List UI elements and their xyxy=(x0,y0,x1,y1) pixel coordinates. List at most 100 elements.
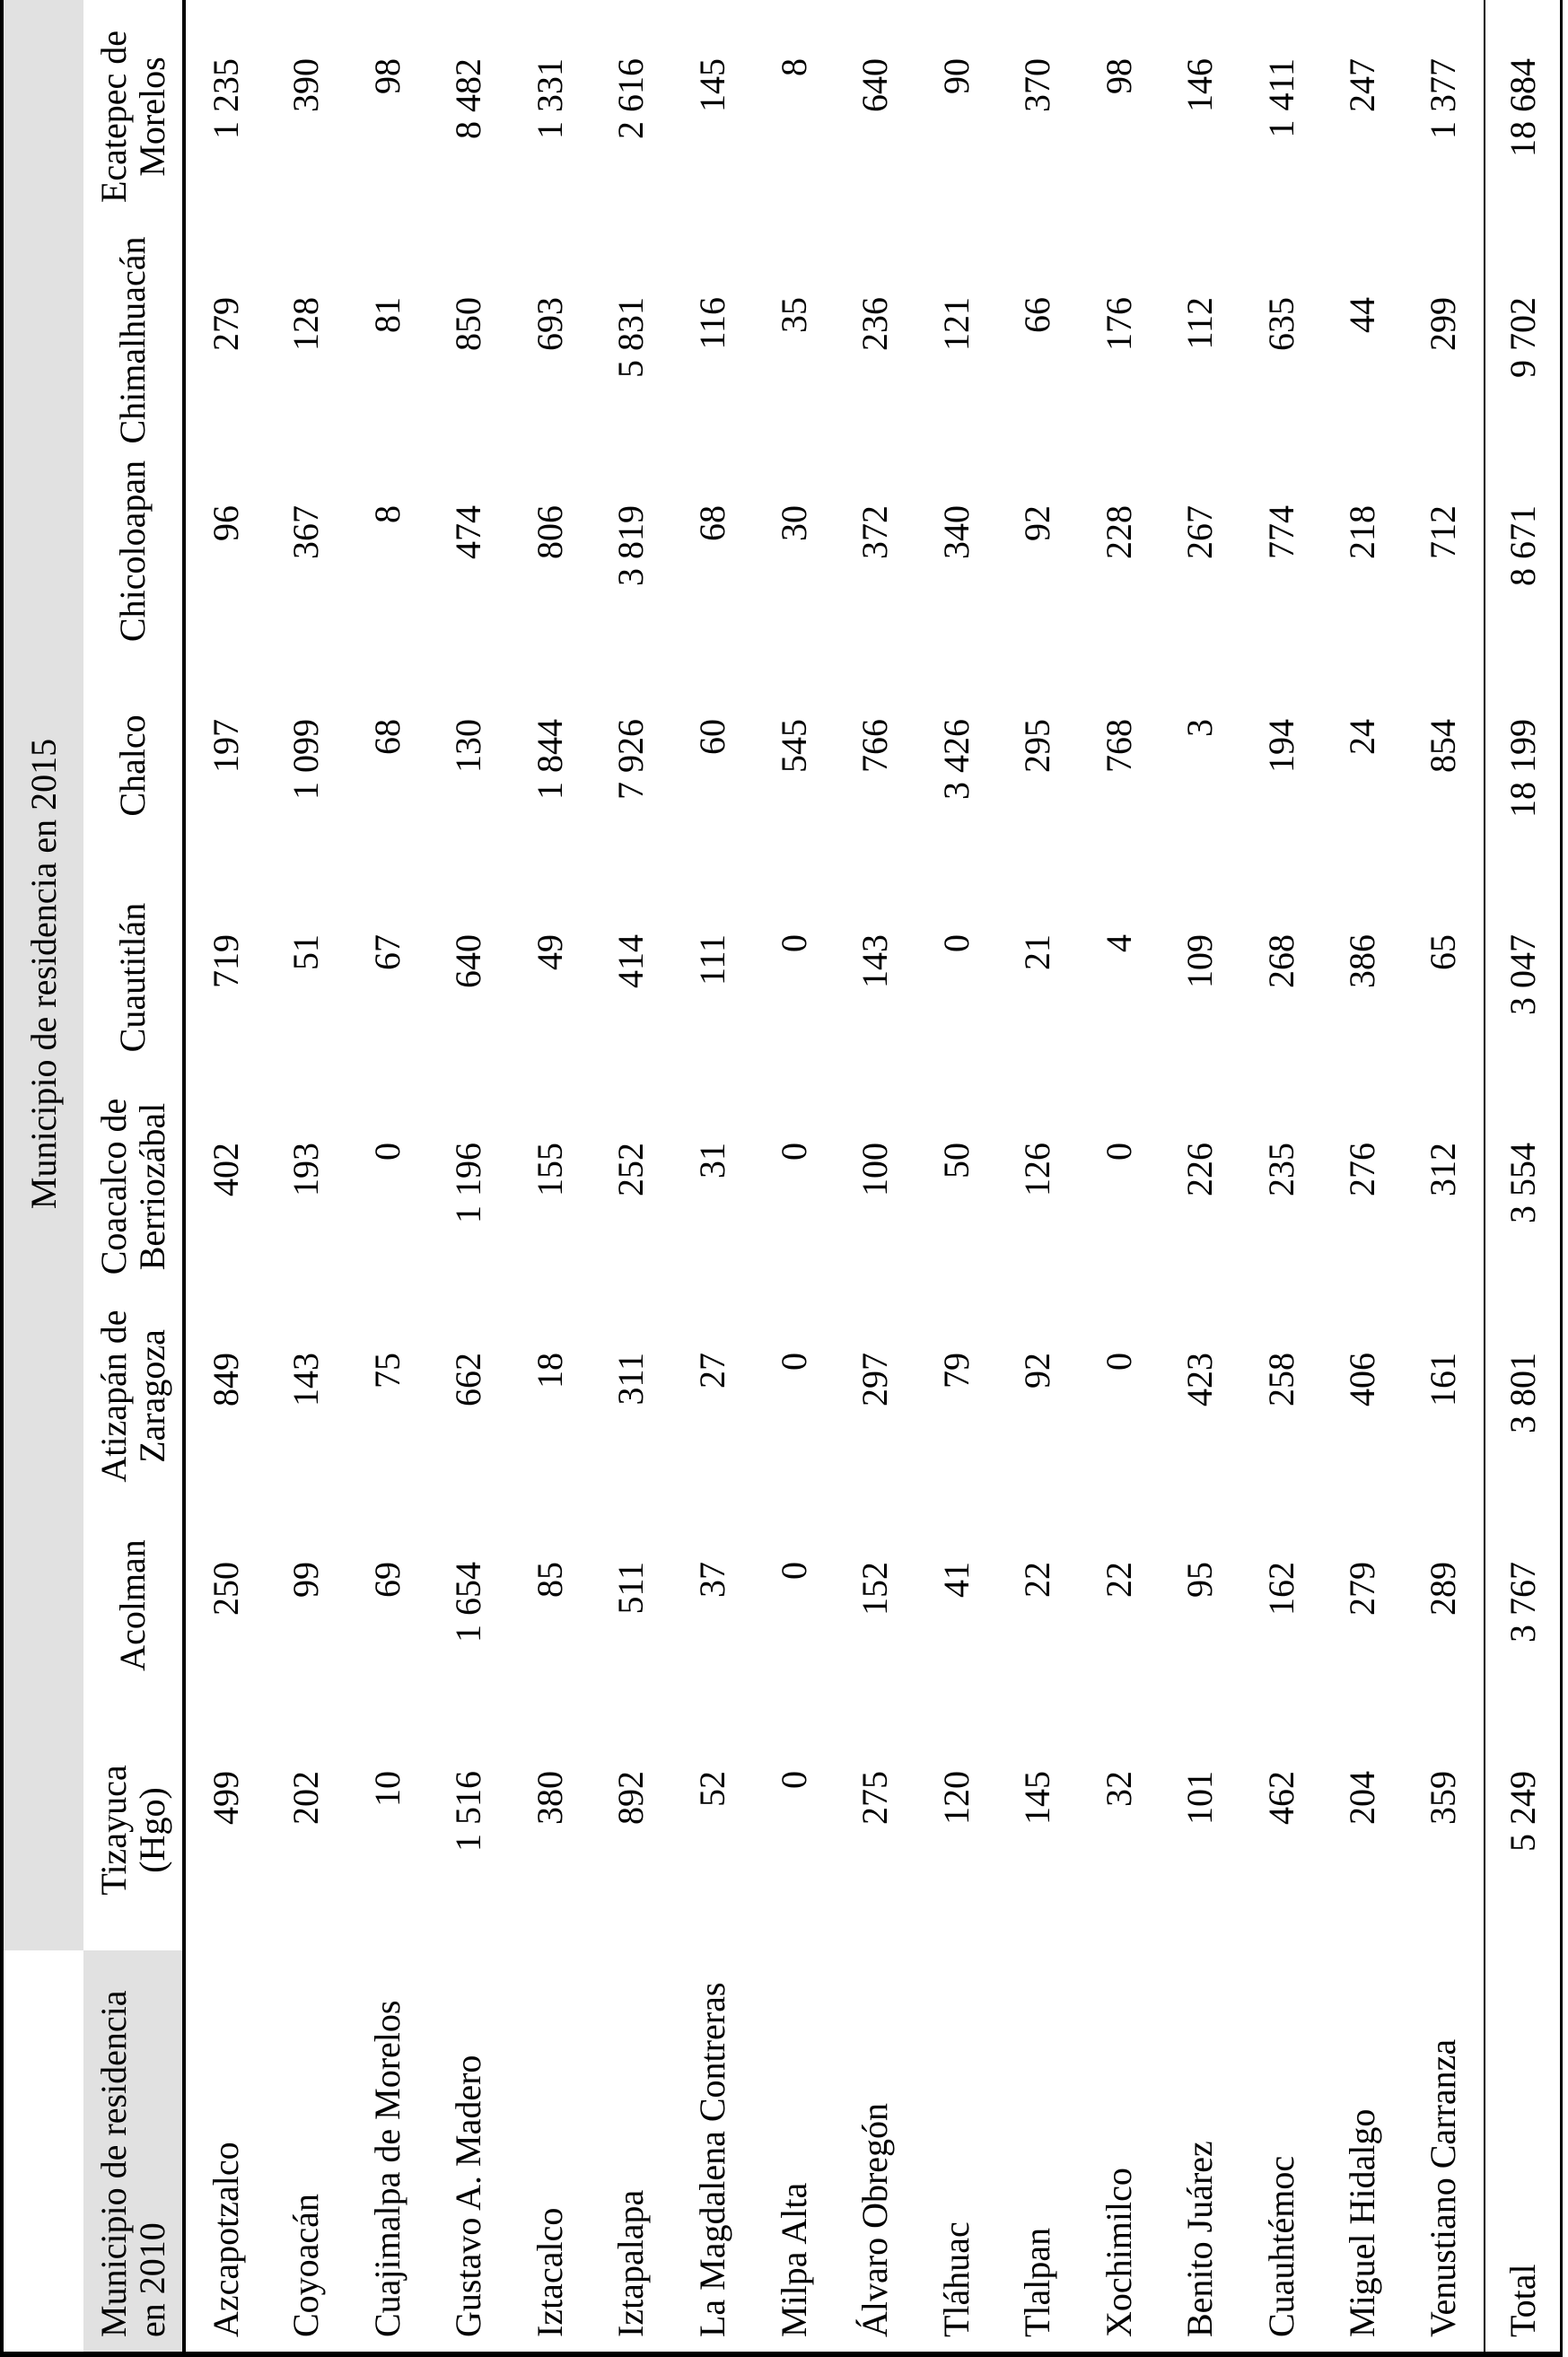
value-cell: 162 xyxy=(1260,1562,1301,1616)
row-label: Iztapalapa xyxy=(610,2189,652,2337)
value-cell: 5 831 xyxy=(610,297,652,378)
value-cell: 204 xyxy=(1342,1771,1383,1825)
value-cell: 92 xyxy=(1017,1353,1058,1389)
value-cell: 10 xyxy=(366,1771,407,1807)
value-cell: 50 xyxy=(935,1143,977,1178)
value-cell: 275 xyxy=(854,1771,896,1825)
value-cell: 1 196 xyxy=(448,1143,489,1223)
table-row: Milpa Alta 0 0 0 0 0 545 30 35 8 xyxy=(753,0,835,2354)
value-cell: 99 xyxy=(285,1562,327,1598)
value-cell: 295 xyxy=(1017,719,1058,773)
value-cell: 81 xyxy=(366,297,407,333)
value-cell: 892 xyxy=(610,1771,652,1825)
row-label: Xochimilco xyxy=(1098,2168,1139,2337)
value-cell: 372 xyxy=(854,505,896,559)
value-cell: 3 819 xyxy=(610,505,652,586)
value-cell: 4 xyxy=(1098,934,1139,952)
value-cell: 111 xyxy=(691,934,732,986)
value-cell: 109 xyxy=(1179,934,1221,988)
col-header-line: Coacalco de xyxy=(92,1098,134,1275)
value-cell: 1 377 xyxy=(1423,57,1464,139)
value-cell: 143 xyxy=(854,934,896,988)
value-cell: 24 xyxy=(1342,719,1383,755)
table-row: Iztacalco 380 85 18 155 49 1 844 806 693 1 331 xyxy=(509,0,591,2354)
table-row: Azcapotzalco 499 250 849 402 719 197 96 279 1 235 xyxy=(184,0,266,2354)
value-cell: 279 xyxy=(1342,1562,1383,1616)
value-cell: 0 xyxy=(773,1562,814,1580)
total-value-cell: 18 684 xyxy=(1484,0,1562,236)
row-label: La Magdalena Contreras xyxy=(691,1982,732,2337)
total-value-cell: 8 671 xyxy=(1484,444,1562,658)
table-row: Cuajimalpa de Morelos 10 69 75 0 67 68 8 81 98 xyxy=(346,0,428,2354)
table-row: Álvaro Obregón 275 152 297 100 143 766 372 236 64… xyxy=(834,0,915,2354)
value-cell: 197 xyxy=(205,719,246,773)
value-cell: 0 xyxy=(1098,1143,1139,1161)
value-cell: 75 xyxy=(366,1353,407,1389)
col-header: Chalco xyxy=(83,658,184,873)
value-cell: 145 xyxy=(1017,1771,1058,1825)
value-cell: 194 xyxy=(1260,719,1301,773)
value-cell: 101 xyxy=(1179,1771,1221,1825)
value-cell: 250 xyxy=(205,1562,246,1616)
value-cell: 155 xyxy=(529,1143,570,1196)
table-footer: Total 5 249 3 767 3 801 3 554 3 047 18 199 8 6… xyxy=(1484,0,1562,2354)
value-cell: 1 844 xyxy=(529,719,570,800)
value-cell: 193 xyxy=(285,1143,327,1196)
value-cell: 635 xyxy=(1260,297,1301,351)
value-cell: 79 xyxy=(935,1353,977,1389)
value-cell: 8 xyxy=(366,505,407,523)
value-cell: 68 xyxy=(691,505,732,541)
value-cell: 235 xyxy=(1260,1143,1301,1196)
table-row: La Magdalena Contreras 52 37 27 31 111 60 68 116… xyxy=(671,0,753,2354)
total-label: Total xyxy=(1484,1950,1562,2354)
table-header: Municipio de residencia en 2015 Municipi… xyxy=(2,0,184,2354)
value-cell: 774 xyxy=(1260,505,1301,559)
value-cell: 27 xyxy=(691,1353,732,1389)
col-header-line: Acolman xyxy=(112,1539,153,1671)
col-header-line: Cuautitlán xyxy=(112,902,153,1053)
value-cell: 2 616 xyxy=(610,57,652,139)
value-cell: 226 xyxy=(1179,1143,1221,1196)
table-body: Azcapotzalco 499 250 849 402 719 197 96 279 1 235… xyxy=(184,0,1485,2354)
value-cell: 8 482 xyxy=(448,57,489,139)
row-label: Tláhuac xyxy=(935,2221,977,2337)
value-cell: 474 xyxy=(448,505,489,559)
value-cell: 340 xyxy=(935,505,977,559)
table-row: Benito Juárez 101 95 423 226 109 3 267 112 146 xyxy=(1160,0,1241,2354)
value-cell: 299 xyxy=(1423,297,1464,351)
value-cell: 386 xyxy=(1342,934,1383,988)
value-cell: 98 xyxy=(366,57,407,94)
value-cell: 41 xyxy=(935,1562,977,1598)
total-value-cell: 5 249 xyxy=(1484,1710,1562,1950)
value-cell: 52 xyxy=(691,1771,732,1807)
value-cell: 116 xyxy=(691,297,732,350)
total-row: Total 5 249 3 767 3 801 3 554 3 047 18 199 8 6… xyxy=(1484,0,1562,2354)
value-cell: 85 xyxy=(529,1562,570,1598)
col-header-line: Morelos xyxy=(132,57,172,177)
value-cell: 511 xyxy=(610,1562,652,1615)
column-header-row: Municipio de residencia en 2010 Tizayuca… xyxy=(83,0,184,2354)
value-cell: 37 xyxy=(691,1562,732,1598)
col-header-line: Ecatepec de xyxy=(92,30,134,204)
value-cell: 146 xyxy=(1179,57,1221,112)
value-cell: 268 xyxy=(1260,934,1301,988)
row-label: Cuajimalpa de Morelos xyxy=(366,2000,407,2337)
value-cell: 98 xyxy=(1098,57,1139,94)
value-cell: 7 926 xyxy=(610,719,652,800)
row-label: Tlalpan xyxy=(1017,2227,1058,2337)
value-cell: 21 xyxy=(1017,934,1058,970)
value-cell: 92 xyxy=(1017,505,1058,541)
row-label: Cuauhtémoc xyxy=(1260,2155,1301,2337)
value-cell: 719 xyxy=(205,934,246,988)
value-cell: 1 654 xyxy=(448,1562,489,1643)
value-cell: 402 xyxy=(205,1143,246,1196)
residence-2010-header: Municipio de residencia en 2010 xyxy=(83,1950,184,2354)
value-cell: 662 xyxy=(448,1353,489,1406)
table-row: Xochimilco 32 22 0 0 4 768 228 176 98 xyxy=(1078,0,1160,2354)
value-cell: 289 xyxy=(1423,1562,1464,1616)
col-header: Coacalco de Berriozábal xyxy=(83,1082,184,1292)
total-value-cell: 3 554 xyxy=(1484,1082,1562,1292)
table-row: Gustavo A. Madero 1 516 1 654 662 1 196 640 13… xyxy=(428,0,510,2354)
